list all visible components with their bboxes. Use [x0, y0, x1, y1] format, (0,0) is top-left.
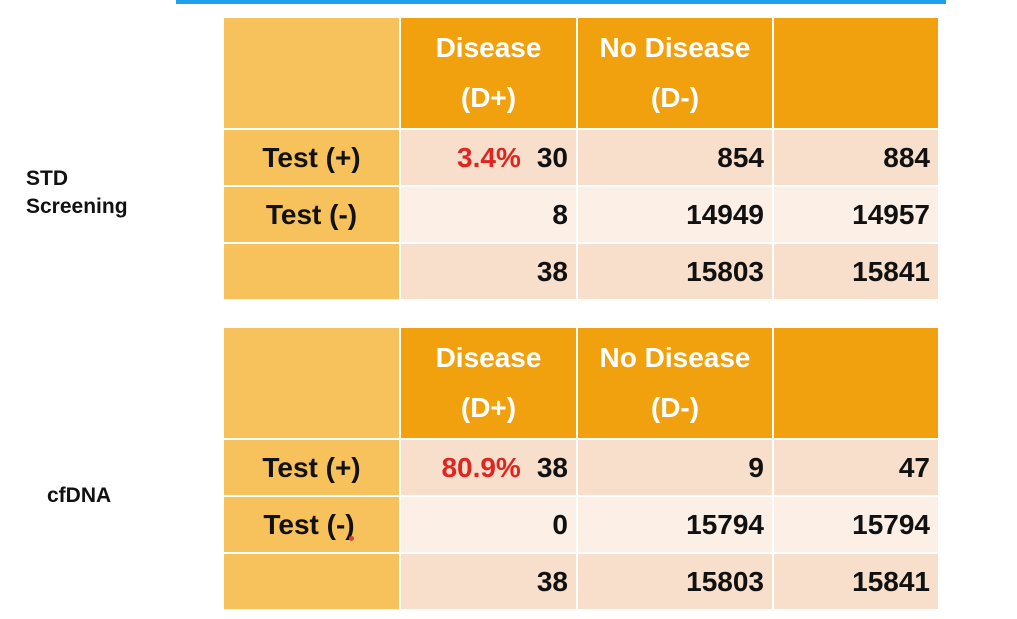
- cell-grand-total: 15841: [774, 244, 938, 301]
- row-label-test-positive: Test (+): [224, 130, 401, 187]
- side-label-line-1: STD: [26, 167, 68, 190]
- side-label-line-2: Screening: [26, 195, 128, 218]
- no-disease-column-header: No Disease (D-): [578, 328, 774, 440]
- disease-column-header: Disease (D+): [401, 18, 578, 130]
- pen-mark-dot: [348, 536, 354, 541]
- header-subtext: (D-): [650, 392, 700, 423]
- cell-d-neg: 9: [578, 440, 774, 497]
- cell-d-neg-total: 15803: [578, 554, 774, 611]
- std-screening-label: STD Screening: [26, 165, 128, 221]
- row-label-test-negative: Test (-): [224, 187, 401, 244]
- header-subtext: (D+): [460, 392, 517, 423]
- header-subtext: (D-): [650, 82, 700, 113]
- cfdna-table: Disease (D+) No Disease (D-) Test (+) 80…: [224, 328, 938, 611]
- cell-d-neg: 854: [578, 130, 774, 187]
- no-disease-column-header: No Disease (D-): [578, 18, 774, 130]
- row-label-total: [224, 244, 401, 301]
- cell-total: 15794: [774, 497, 938, 554]
- cell-d-pos: 0: [401, 497, 578, 554]
- cell-total: 14957: [774, 187, 938, 244]
- side-label-line-1: cfDNA: [47, 484, 112, 507]
- row-label-text: Test (-): [263, 508, 355, 540]
- row-label-test-negative: Test (-): [224, 497, 401, 554]
- top-rule: [176, 0, 946, 4]
- header-text: Disease: [435, 32, 542, 63]
- cell-d-neg: 15794: [578, 497, 774, 554]
- cfdna-label: cfDNA: [47, 482, 111, 510]
- cell-d-neg: 14949: [578, 187, 774, 244]
- cell-total: 47: [774, 440, 938, 497]
- cell-d-pos: 80.9% 38: [401, 440, 578, 497]
- table-corner: [224, 18, 401, 130]
- row-label-total: [224, 554, 401, 611]
- cell-value: 30: [536, 141, 568, 173]
- total-column-header: [774, 18, 938, 130]
- header-text: Disease: [435, 342, 542, 373]
- total-column-header: [774, 328, 938, 440]
- cell-value: 38: [536, 451, 568, 483]
- header-text: No Disease: [599, 32, 751, 63]
- header-subtext: (D+): [460, 82, 517, 113]
- header-text: No Disease: [599, 342, 751, 373]
- disease-column-header: Disease (D+): [401, 328, 578, 440]
- cell-d-neg-total: 15803: [578, 244, 774, 301]
- row-label-test-positive: Test (+): [224, 440, 401, 497]
- cell-d-pos-total: 38: [401, 554, 578, 611]
- percent-annotation: 3.4%: [457, 141, 521, 173]
- std-screening-table: Disease (D+) No Disease (D-) Test (+) 3.…: [224, 18, 938, 301]
- cell-d-pos: 3.4% 30: [401, 130, 578, 187]
- cell-grand-total: 15841: [774, 554, 938, 611]
- cell-d-pos: 8: [401, 187, 578, 244]
- cell-total: 884: [774, 130, 938, 187]
- table-corner: [224, 328, 401, 440]
- cell-d-pos-total: 38: [401, 244, 578, 301]
- percent-annotation: 80.9%: [441, 451, 521, 483]
